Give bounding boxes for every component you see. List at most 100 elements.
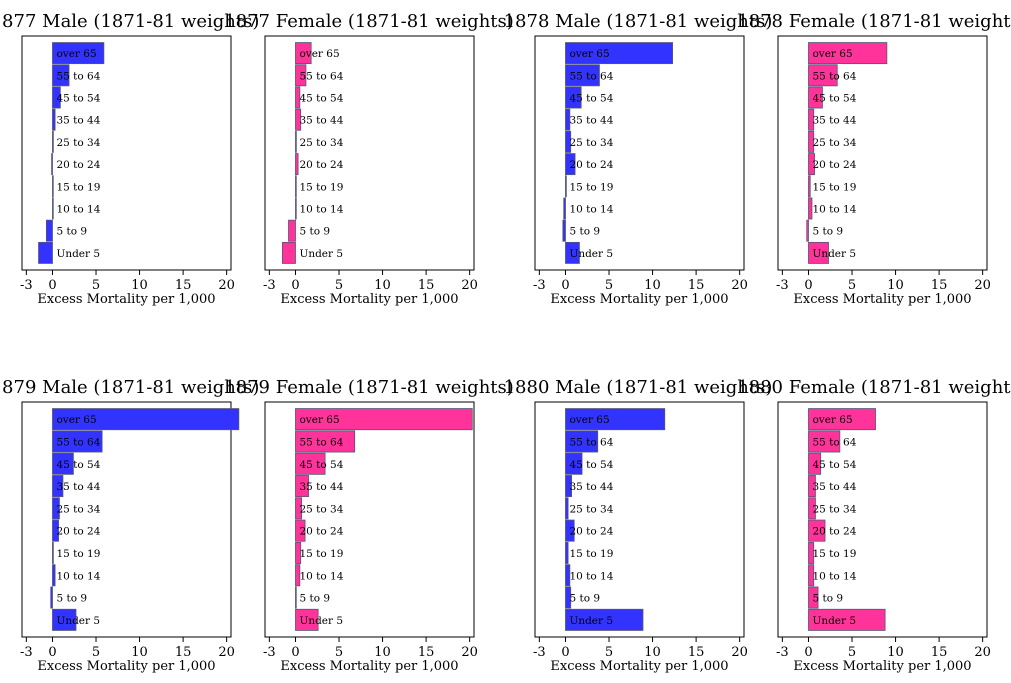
category-label: 55 to 64 — [569, 70, 613, 82]
x-tick-label: 10 — [644, 278, 661, 293]
bar-25-to-34 — [295, 130, 297, 153]
category-label: over 65 — [812, 414, 852, 426]
category-label: 20 to 24 — [569, 526, 613, 538]
x-tick-label: 10 — [887, 645, 904, 660]
x-tick-label: -3 — [20, 645, 33, 660]
x-tick-label: -3 — [533, 278, 546, 293]
bar-10-to-14 — [295, 197, 297, 220]
x-tick-label: 5 — [92, 278, 100, 293]
category-label: 25 to 34 — [56, 137, 100, 149]
x-tick-label: 10 — [131, 645, 148, 660]
x-axis-label: Excess Mortality per 1,000 — [280, 292, 458, 307]
bar-5-to-9 — [562, 219, 566, 242]
category-label: 10 to 14 — [812, 570, 856, 582]
bar-over-65 — [565, 42, 673, 65]
category-label: 5 to 9 — [569, 593, 600, 605]
x-tick-label: 5 — [92, 645, 100, 660]
bar-5-to-9 — [45, 219, 53, 242]
bar-under-5 — [808, 241, 829, 264]
chart-title: 1879 Male (1871-81 weights) — [0, 377, 259, 398]
x-tick-label: -3 — [533, 645, 546, 660]
category-label: 10 to 14 — [299, 204, 343, 216]
category-label: 25 to 34 — [812, 503, 856, 515]
bar-25-to-34 — [295, 497, 302, 520]
bar-over-65 — [295, 42, 312, 65]
x-tick-label: 15 — [688, 645, 705, 660]
bar-10-to-14 — [52, 197, 54, 220]
bar-55-to-64 — [295, 430, 356, 453]
category-label: 20 to 24 — [56, 159, 100, 171]
bar-10-to-14 — [563, 197, 566, 220]
x-tick-label: 10 — [644, 645, 661, 660]
bar-under-5 — [52, 608, 77, 631]
bar-35-to-44 — [52, 475, 64, 498]
category-label: 35 to 44 — [299, 481, 343, 493]
bar-15-to-19 — [295, 175, 297, 198]
category-label: over 65 — [569, 48, 609, 60]
bar-5-to-9 — [50, 586, 53, 609]
bar-under-5 — [282, 241, 296, 264]
bar-55-to-64 — [808, 430, 841, 453]
category-label: 45 to 54 — [569, 459, 613, 471]
bar-15-to-19 — [565, 175, 567, 198]
chart-title: 1880 Female (1871-81 weights) — [737, 377, 1011, 398]
category-label: 45 to 54 — [56, 459, 100, 471]
category-label: 10 to 14 — [569, 204, 613, 216]
category-label: 15 to 19 — [56, 181, 100, 193]
bar-45-to-54 — [295, 86, 301, 109]
x-tick-label: 20 — [731, 278, 748, 293]
category-label: 35 to 44 — [812, 115, 856, 127]
bar-15-to-19 — [295, 541, 302, 564]
x-tick-label: 10 — [374, 278, 391, 293]
category-label: 15 to 19 — [569, 548, 613, 560]
bar-over-65 — [295, 408, 473, 431]
bar-45-to-54 — [565, 452, 583, 475]
x-axis-label: Excess Mortality per 1,000 — [550, 292, 728, 307]
bar-over-65 — [808, 42, 888, 65]
category-label: Under 5 — [812, 615, 856, 627]
category-label: 15 to 19 — [812, 548, 856, 560]
x-tick-label: 20 — [461, 278, 478, 293]
category-label: 5 to 9 — [56, 226, 87, 238]
bar-over-65 — [52, 408, 240, 431]
category-label: 15 to 19 — [569, 181, 613, 193]
category-label: 55 to 64 — [56, 70, 100, 82]
x-tick-label: 20 — [974, 645, 991, 660]
x-tick-label: 5 — [335, 278, 343, 293]
category-label: 45 to 54 — [299, 93, 343, 105]
category-label: 15 to 19 — [812, 181, 856, 193]
category-label: over 65 — [56, 48, 96, 60]
bar-under-5 — [565, 608, 644, 631]
x-tick-label: 10 — [887, 278, 904, 293]
x-tick-label: 20 — [461, 645, 478, 660]
category-label: 55 to 64 — [299, 436, 343, 448]
category-label: 35 to 44 — [56, 115, 100, 127]
x-tick-label: 15 — [175, 278, 192, 293]
bar-25-to-34 — [565, 130, 572, 153]
category-label: 45 to 54 — [299, 459, 343, 471]
x-tick-label: 0 — [561, 645, 569, 660]
x-tick-label: -3 — [776, 278, 789, 293]
x-tick-label: 5 — [605, 645, 613, 660]
category-label: 35 to 44 — [812, 481, 856, 493]
bar-20-to-24 — [808, 519, 826, 542]
bar-45-to-54 — [52, 86, 61, 109]
category-label: 20 to 24 — [299, 526, 343, 538]
bar-10-to-14 — [565, 564, 571, 587]
bar-5-to-9 — [808, 586, 819, 609]
bar-5-to-9 — [288, 219, 296, 242]
category-label: Under 5 — [299, 615, 343, 627]
category-label: Under 5 — [569, 248, 613, 260]
x-tick-label: 5 — [335, 645, 343, 660]
bar-over-65 — [808, 408, 876, 431]
bar-55-to-64 — [565, 64, 600, 87]
x-tick-label: 10 — [131, 278, 148, 293]
x-tick-label: -3 — [263, 645, 276, 660]
category-label: 55 to 64 — [812, 436, 856, 448]
x-tick-label: 20 — [218, 645, 235, 660]
x-tick-label: 5 — [848, 278, 856, 293]
bar-55-to-64 — [808, 64, 838, 87]
bar-35-to-44 — [808, 475, 816, 498]
